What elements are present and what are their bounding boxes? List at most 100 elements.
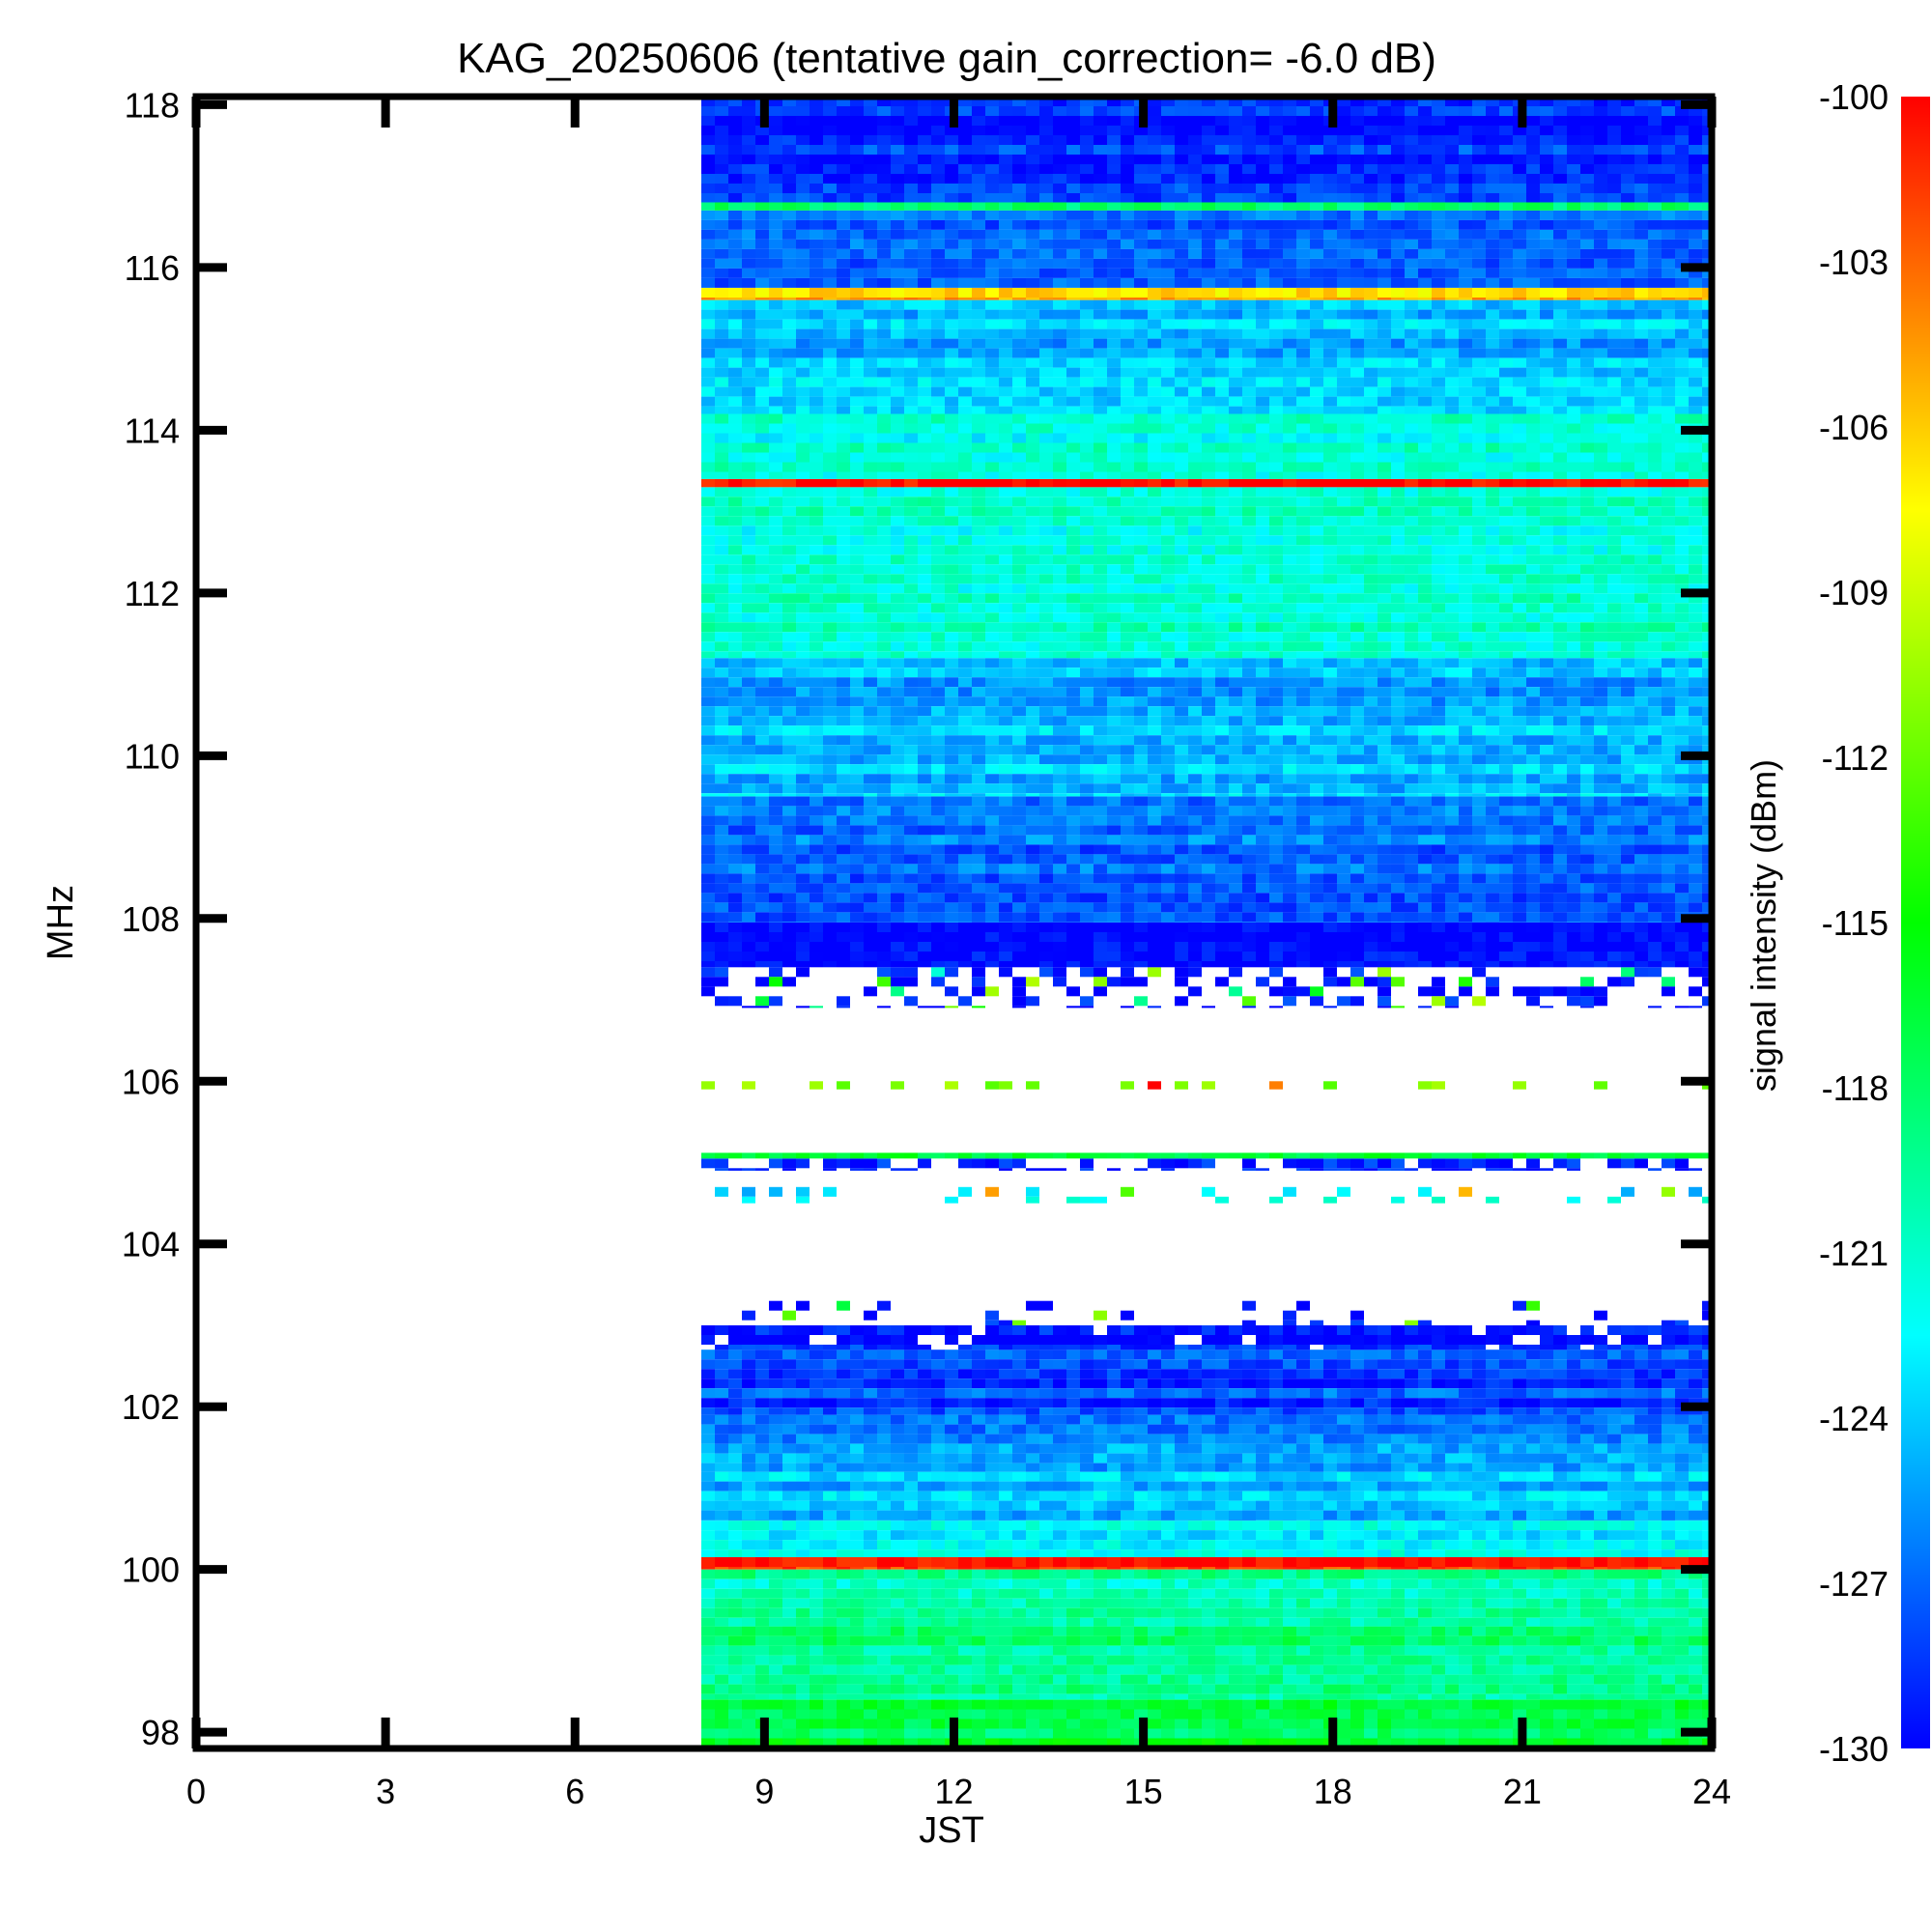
- spectrogram-cell: [1066, 1520, 1080, 1531]
- spectrogram-cell: [1607, 1607, 1621, 1618]
- spectrogram-cell: [1499, 1398, 1513, 1408]
- spectrogram-cell: [837, 825, 850, 836]
- spectrogram-cell: [755, 1520, 769, 1521]
- spectrogram-cell: [728, 952, 742, 961]
- spectrogram-cell: [972, 1500, 985, 1511]
- spectrogram-cell: [1121, 1006, 1134, 1009]
- spectrogram-cell: [1364, 923, 1378, 932]
- spectrogram-cell: [1378, 1491, 1391, 1501]
- spectrogram-cell: [1675, 1569, 1689, 1579]
- spectrogram-cell: [782, 1520, 796, 1531]
- spectrogram-cell: [701, 873, 715, 884]
- spectrogram-cell: [1526, 996, 1540, 1007]
- spectrogram-cell: [1378, 1540, 1391, 1550]
- spectrogram-cell: [850, 1388, 864, 1399]
- spectrogram-cell: [1310, 1491, 1323, 1501]
- spectrogram-cell: [728, 1540, 742, 1550]
- spectrogram-cell: [1148, 1345, 1161, 1350]
- spectrogram-cell: [1053, 1453, 1066, 1463]
- spectrogram-cell: [715, 1540, 728, 1550]
- spectrogram-cell: [958, 854, 972, 865]
- spectrogram-cell: [1310, 1520, 1323, 1521]
- spectrogram-cell: [1323, 1359, 1337, 1370]
- spectrogram-cell: [769, 1398, 782, 1408]
- spectrogram-cell: [1432, 1152, 1445, 1159]
- spectrogram-cell: [1445, 1345, 1459, 1350]
- spectrogram-cell: [1648, 1359, 1662, 1370]
- spectrogram-cell: [1445, 825, 1459, 836]
- spectrogram-cell: [1121, 1186, 1134, 1197]
- spectrogram-cell: [1094, 1540, 1107, 1550]
- spectrogram-cell: [1405, 1350, 1418, 1360]
- spectrogram-cell: [1459, 1530, 1472, 1541]
- spectrogram-cell: [891, 854, 904, 865]
- spectrogram-cell: [850, 1369, 864, 1379]
- spectrogram-cell: [918, 1719, 931, 1729]
- spectrogram-cell: [985, 1398, 999, 1408]
- spectrogram-cell: [891, 1434, 904, 1444]
- spectrogram-cell: [945, 835, 958, 845]
- spectrogram-cell: [864, 1345, 877, 1350]
- spectrogram-cell: [1229, 1335, 1242, 1345]
- spectrogram-cell: [877, 1398, 891, 1408]
- spectrogram-cell: [1012, 1345, 1026, 1350]
- spectrogram-cell: [1229, 1738, 1242, 1748]
- spectrogram-cell: [1080, 1388, 1094, 1399]
- spectrogram-cell: [715, 854, 728, 865]
- spectrogram-cell: [1689, 1369, 1702, 1379]
- spectrogram-cell: [769, 1626, 782, 1636]
- spectrogram-cell: [1432, 961, 1445, 968]
- spectrogram-cell: [715, 1434, 728, 1444]
- spectrogram-cell: [1526, 1645, 1540, 1656]
- spectrogram-cell: [1094, 844, 1107, 855]
- spectrogram-cell: [985, 1699, 999, 1710]
- spectrogram-cell: [945, 1481, 958, 1492]
- spectrogram-cell: [837, 1006, 850, 1009]
- spectrogram-cell: [1337, 1699, 1350, 1710]
- spectrogram-cell: [1405, 1453, 1418, 1463]
- spectrogram-cell: [782, 1335, 796, 1345]
- spectrogram-cell: [1148, 864, 1161, 874]
- spectrogram-cell: [1310, 1424, 1323, 1435]
- spectrogram-cell: [1689, 825, 1702, 836]
- spectrogram-cell: [1486, 815, 1499, 826]
- spectrogram-cell: [1215, 1617, 1229, 1627]
- spectrogram-cell: [1310, 1443, 1323, 1454]
- spectrogram-cell: [701, 1684, 715, 1694]
- spectrogram-cell: [1066, 1540, 1080, 1550]
- spectrogram-cell: [1296, 1388, 1310, 1399]
- spectrogram-cell: [782, 1728, 796, 1739]
- spectrogram-cell: [1445, 854, 1459, 865]
- spectrogram-cell: [810, 1699, 823, 1710]
- spectrogram-cell: [782, 1491, 796, 1501]
- spectrogram-cell: [1445, 961, 1459, 968]
- spectrogram-cell: [1053, 1325, 1066, 1335]
- spectrogram-cell: [1012, 996, 1026, 1007]
- spectrogram-cell: [1121, 873, 1134, 884]
- spectrogram-cell: [1445, 1152, 1459, 1159]
- spectrogram-cell: [1662, 825, 1675, 836]
- spectrogram-cell: [931, 1655, 945, 1665]
- spectrogram-cell: [864, 1549, 877, 1557]
- spectrogram-cell: [1256, 1578, 1269, 1589]
- spectrogram-cell: [1689, 967, 1702, 978]
- spectrogram-cell: [1391, 806, 1405, 816]
- spectrogram-cell: [1323, 1006, 1337, 1009]
- spectrogram-cell: [1094, 1345, 1107, 1350]
- spectrogram-cell: [1499, 1443, 1513, 1454]
- spectrogram-cell: [1215, 1719, 1229, 1729]
- spectrogram-cell: [1148, 1414, 1161, 1425]
- spectrogram-cell: [1350, 932, 1364, 942]
- spectrogram-cell: [972, 1359, 985, 1370]
- spectrogram-cell: [1648, 1443, 1662, 1454]
- spectrogram-cell: [1499, 1520, 1513, 1521]
- spectrogram-cell: [904, 1407, 918, 1415]
- spectrogram-cell: [972, 1655, 985, 1665]
- spectrogram-cell: [1296, 1378, 1310, 1389]
- spectrogram-cell: [1364, 844, 1378, 855]
- spectrogram-cell: [1662, 986, 1675, 997]
- spectrogram-cell: [1161, 1693, 1175, 1700]
- spectrogram-cell: [985, 1520, 999, 1521]
- spectrogram-cell: [1323, 1578, 1337, 1589]
- spectrogram-cell: [1580, 1152, 1594, 1159]
